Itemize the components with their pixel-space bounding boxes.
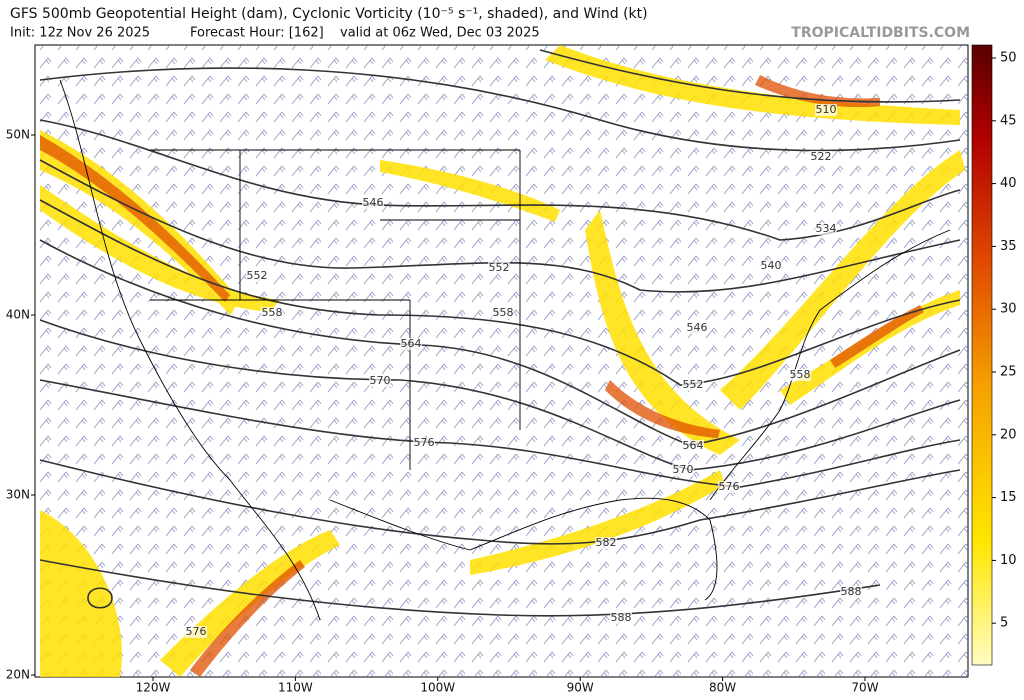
colorbar-tick-label: 45 [1000, 113, 1017, 128]
contour-label-bg [246, 270, 268, 282]
watermark: TROPICALTIDBITS.COM [791, 25, 970, 41]
contour-label-bg [815, 104, 837, 116]
lon-label: 120W [136, 681, 171, 695]
contour-label: 576 [186, 625, 207, 638]
contour-label: 552 [489, 261, 510, 274]
contour-label-bg [682, 440, 704, 452]
contour-label-bg [413, 437, 435, 449]
colorbar-tick-label: 15 [1000, 490, 1017, 505]
contour-label-bg [610, 612, 632, 624]
coastlines [59, 79, 951, 621]
contour-label: 564 [401, 337, 422, 350]
contour-label: 546 [687, 321, 708, 334]
colorbar-tick-label: 35 [1000, 239, 1017, 254]
valid-time: valid at 06z Wed, Dec 03 2025 [340, 26, 540, 41]
forecast-hour: Forecast Hour: [162] [190, 26, 324, 41]
contour-label-bg [810, 151, 832, 163]
contour-label: 576 [719, 480, 740, 493]
colorbar-tick-label: 50 [1000, 51, 1017, 66]
contour-label: 570 [673, 463, 694, 476]
contour-label-bg [840, 586, 862, 598]
contour-label: 552 [247, 269, 268, 282]
height-contours [39, 49, 961, 617]
contour-label-bg [492, 307, 514, 319]
lat-label: 40N [6, 308, 30, 322]
lon-label: 110W [278, 681, 313, 695]
contour-label: 558 [262, 306, 283, 319]
lat-label: 20N [6, 668, 30, 682]
contour-label-bg [362, 197, 384, 209]
contour-label: 558 [493, 306, 514, 319]
contour-label: 522 [811, 150, 832, 163]
lon-label: 80W [709, 681, 736, 695]
contour-label-bg [369, 375, 391, 387]
colorbar-tick-label: 10 [1000, 553, 1017, 568]
init-time: Init: 12z Nov 26 2025 [10, 26, 150, 41]
contour-label: 534 [816, 222, 837, 235]
map-area [34, 44, 969, 678]
colorbar-tick-label: 30 [1000, 302, 1017, 317]
contour-label: 576 [414, 436, 435, 449]
contour-label-bg [682, 379, 704, 391]
lon-label: 70W [851, 681, 878, 695]
wind-barbs [35, 45, 968, 677]
contour-label: 540 [761, 259, 782, 272]
contour-label: 558 [790, 368, 811, 381]
contour-label-bg [672, 464, 694, 476]
contour-label: 588 [611, 611, 632, 624]
vorticity-core [40, 75, 924, 677]
contour-label: 564 [683, 439, 704, 452]
contour-label-bg [789, 369, 811, 381]
contour-label-bg [400, 338, 422, 350]
contour-label-bg [595, 537, 617, 549]
colorbar-tick-label: 25 [1000, 365, 1017, 380]
contour-label: 552 [683, 378, 704, 391]
contour-label-bg [261, 307, 283, 319]
lon-label: 90W [567, 681, 594, 695]
contour-label: 570 [370, 374, 391, 387]
contour-label-bg [686, 322, 708, 334]
contour-label-bg [760, 260, 782, 272]
contour-label: 510 [816, 103, 837, 116]
colorbar-tick-label: 40 [1000, 176, 1017, 191]
contour-label-bg [488, 262, 510, 274]
contour-label: 588 [841, 585, 862, 598]
lon-label: 100W [420, 681, 455, 695]
contour-label-bg [718, 481, 740, 493]
contour-label: 546 [363, 196, 384, 209]
lat-label: 30N [6, 488, 30, 502]
contour-label-bg [815, 223, 837, 235]
contour-label-bg [185, 626, 207, 638]
lat-label: 50N [6, 128, 30, 142]
colorbar-tick-label: 5 [1000, 616, 1008, 631]
title: GFS 500mb Geopotential Height (dam), Cyc… [10, 6, 648, 22]
colorbar-tick-label: 20 [1000, 427, 1017, 442]
contour-label: 582 [596, 536, 617, 549]
colorbar [971, 44, 993, 666]
